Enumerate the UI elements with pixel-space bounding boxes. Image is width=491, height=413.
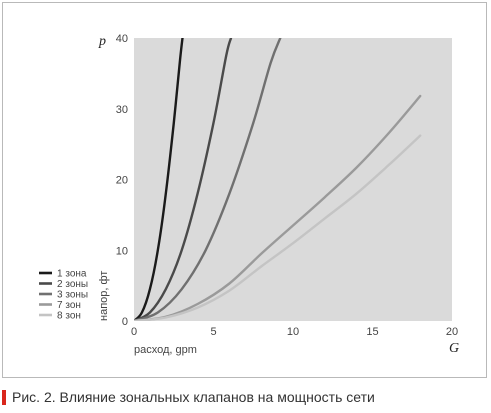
legend-label: 3 зоны [57, 290, 88, 301]
series-line-1 [134, 38, 184, 321]
series-line-2 [134, 38, 233, 321]
plot-area [134, 38, 452, 321]
series-line-4 [134, 94, 422, 321]
caption-marker [2, 389, 6, 405]
y-tick-label: 40 [116, 33, 128, 45]
x-tick-label: 0 [131, 326, 137, 338]
legend-label: 1 зона [57, 269, 87, 280]
y-axis-variable: p [98, 34, 106, 49]
legend-label: 2 зоны [57, 279, 88, 290]
series-line-5 [134, 134, 422, 321]
x-tick-label: 10 [287, 326, 299, 338]
legend-label: 7 зон [57, 300, 81, 311]
series-line-3 [134, 38, 282, 321]
x-axis-variable: G [449, 341, 459, 356]
figure-frame: 0 10 20 30 40 0 5 10 15 20 p G напор, фт расход, … [2, 2, 487, 378]
figure-caption: Рис. 2. Влияние зональных клапанов на мо… [2, 387, 375, 407]
chart: 0 10 20 30 40 0 5 10 15 20 p G напор, фт расход, … [39, 33, 459, 356]
legend-label: 8 зон [57, 311, 81, 322]
x-tick-label: 15 [366, 326, 378, 338]
y-axis-label: напор, фт [98, 271, 110, 321]
caption-text: Рис. 2. Влияние зональных клапанов на мо… [12, 389, 375, 405]
x-tick-label: 20 [446, 326, 458, 338]
x-tick-label: 5 [210, 326, 216, 338]
y-tick-label: 0 [122, 316, 128, 328]
y-tick-label: 30 [116, 104, 128, 116]
y-tick-label: 10 [116, 245, 128, 257]
x-axis-label: расход, gpm [134, 344, 197, 356]
y-tick-label: 20 [116, 175, 128, 187]
